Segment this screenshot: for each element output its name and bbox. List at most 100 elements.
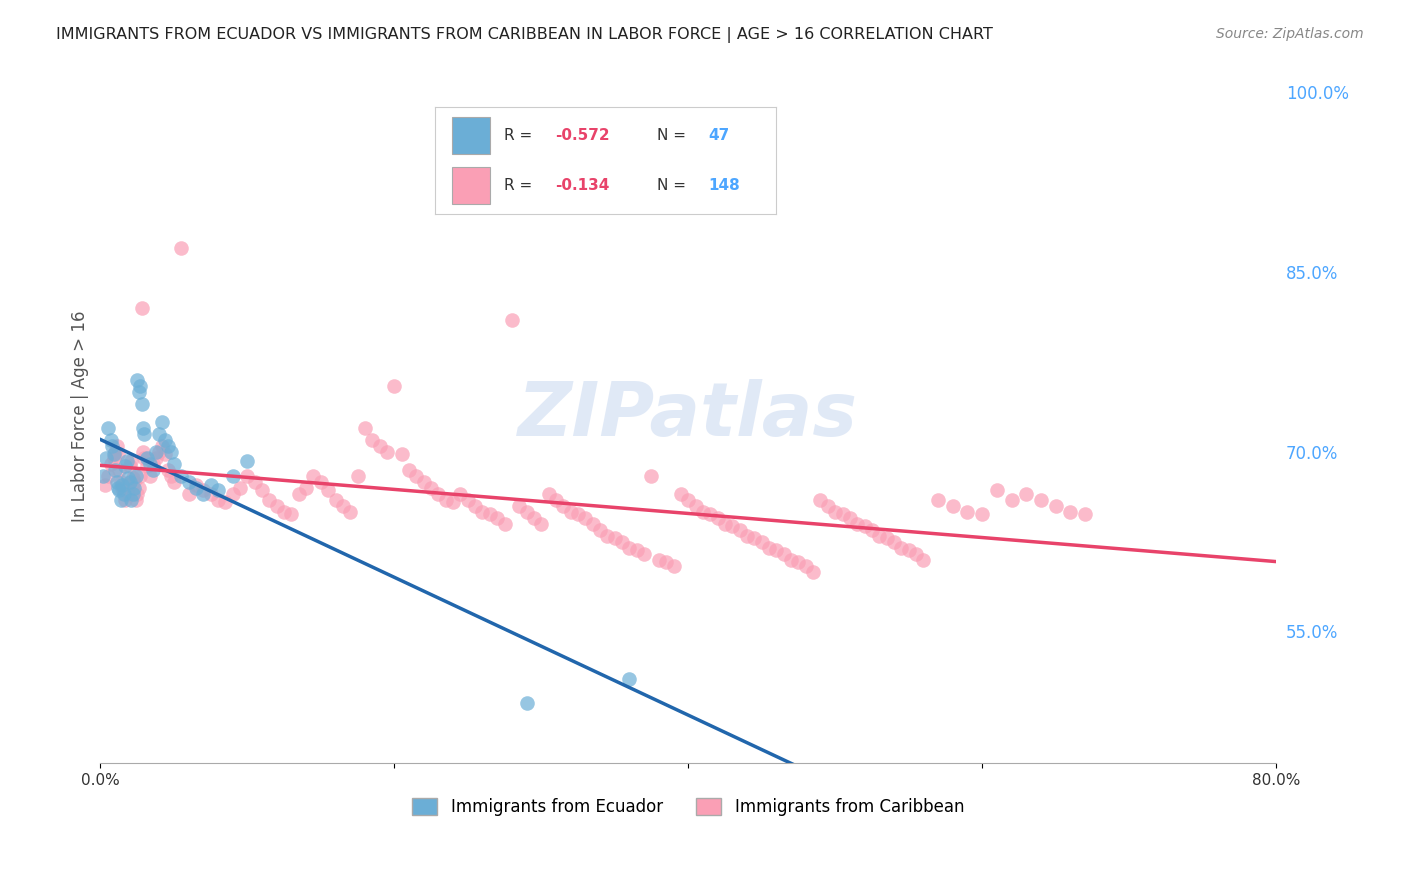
Point [111, 478, 134, 492]
Point [243, 475, 266, 489]
Point [831, 507, 853, 521]
Point [207, 483, 229, 497]
Point [136, 450, 159, 465]
Point [772, 547, 794, 561]
Point [142, 463, 165, 477]
Point [111, 481, 134, 495]
Point [846, 516, 869, 531]
Point [655, 555, 678, 569]
Point [692, 505, 714, 519]
Point [560, 505, 582, 519]
Point [108, 483, 131, 497]
Point [427, 486, 450, 500]
Point [876, 531, 898, 545]
Point [94, 478, 117, 492]
Point [177, 475, 200, 489]
Point [153, 433, 176, 447]
Point [714, 516, 737, 531]
Point [853, 519, 876, 533]
Point [501, 313, 523, 327]
Point [273, 505, 295, 519]
Point [735, 528, 758, 542]
Point [942, 499, 965, 513]
Point [118, 459, 141, 474]
Point [214, 495, 236, 509]
Point [124, 492, 146, 507]
Point [221, 486, 243, 500]
Point [127, 486, 149, 500]
Point [122, 475, 145, 489]
Point [662, 558, 685, 573]
Point [156, 439, 179, 453]
Point [110, 492, 132, 507]
Point [124, 468, 146, 483]
Point [104, 463, 127, 477]
Point [420, 481, 443, 495]
Text: ZIPatlas: ZIPatlas [519, 379, 858, 452]
Point [97, 421, 120, 435]
Point [104, 444, 127, 458]
Point [259, 492, 281, 507]
Point [883, 534, 905, 549]
Point [676, 492, 699, 507]
Point [391, 447, 413, 461]
Point [153, 447, 176, 461]
Point [471, 505, 494, 519]
Point [706, 510, 728, 524]
Point [905, 547, 928, 561]
Point [530, 516, 553, 531]
Point [128, 384, 150, 399]
Point [375, 444, 398, 458]
Point [860, 523, 883, 537]
Point [669, 486, 692, 500]
Point [134, 426, 156, 441]
Point [758, 541, 780, 555]
Point [1074, 507, 1097, 521]
Point [139, 457, 162, 471]
Point [170, 468, 193, 483]
Point [131, 301, 153, 315]
Point [457, 492, 479, 507]
Point [236, 468, 259, 483]
Point [325, 492, 347, 507]
Point [163, 457, 186, 471]
Point [132, 444, 155, 458]
Point [107, 481, 129, 495]
Point [114, 492, 136, 507]
Point [128, 481, 150, 495]
Point [765, 543, 787, 558]
Point [1029, 492, 1052, 507]
Point [537, 486, 560, 500]
Point [596, 528, 619, 542]
Point [96, 450, 118, 465]
Point [148, 426, 170, 441]
Point [145, 450, 167, 465]
Point [339, 505, 361, 519]
Point [361, 433, 384, 447]
Point [200, 478, 222, 492]
Point [794, 558, 817, 573]
Point [744, 531, 766, 545]
Point [494, 516, 516, 531]
Point [184, 481, 207, 495]
Point [346, 468, 368, 483]
Point [780, 552, 803, 566]
Point [508, 499, 530, 513]
Point [266, 499, 288, 513]
Point [1045, 499, 1067, 513]
Point [280, 507, 302, 521]
Point [890, 541, 912, 555]
Point [640, 468, 662, 483]
Point [148, 444, 170, 458]
Point [582, 516, 605, 531]
Point [121, 471, 143, 485]
Point [115, 454, 138, 468]
Point [721, 519, 744, 533]
Text: Source: ZipAtlas.com: Source: ZipAtlas.com [1216, 27, 1364, 41]
Point [160, 444, 183, 458]
Point [131, 397, 153, 411]
Point [129, 379, 152, 393]
Point [120, 454, 142, 468]
Point [295, 481, 318, 495]
Point [728, 523, 751, 537]
